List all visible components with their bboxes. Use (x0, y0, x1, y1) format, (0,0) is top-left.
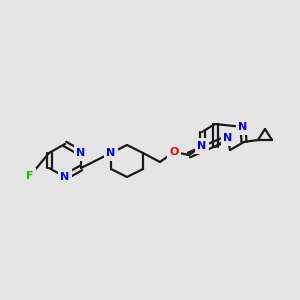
Text: N: N (197, 141, 207, 151)
Text: N: N (238, 122, 247, 132)
Text: F: F (26, 171, 34, 181)
Text: N: N (106, 148, 116, 158)
Text: O: O (169, 147, 179, 157)
Text: N: N (60, 172, 70, 182)
Text: N: N (76, 148, 85, 158)
Text: N: N (224, 133, 232, 143)
